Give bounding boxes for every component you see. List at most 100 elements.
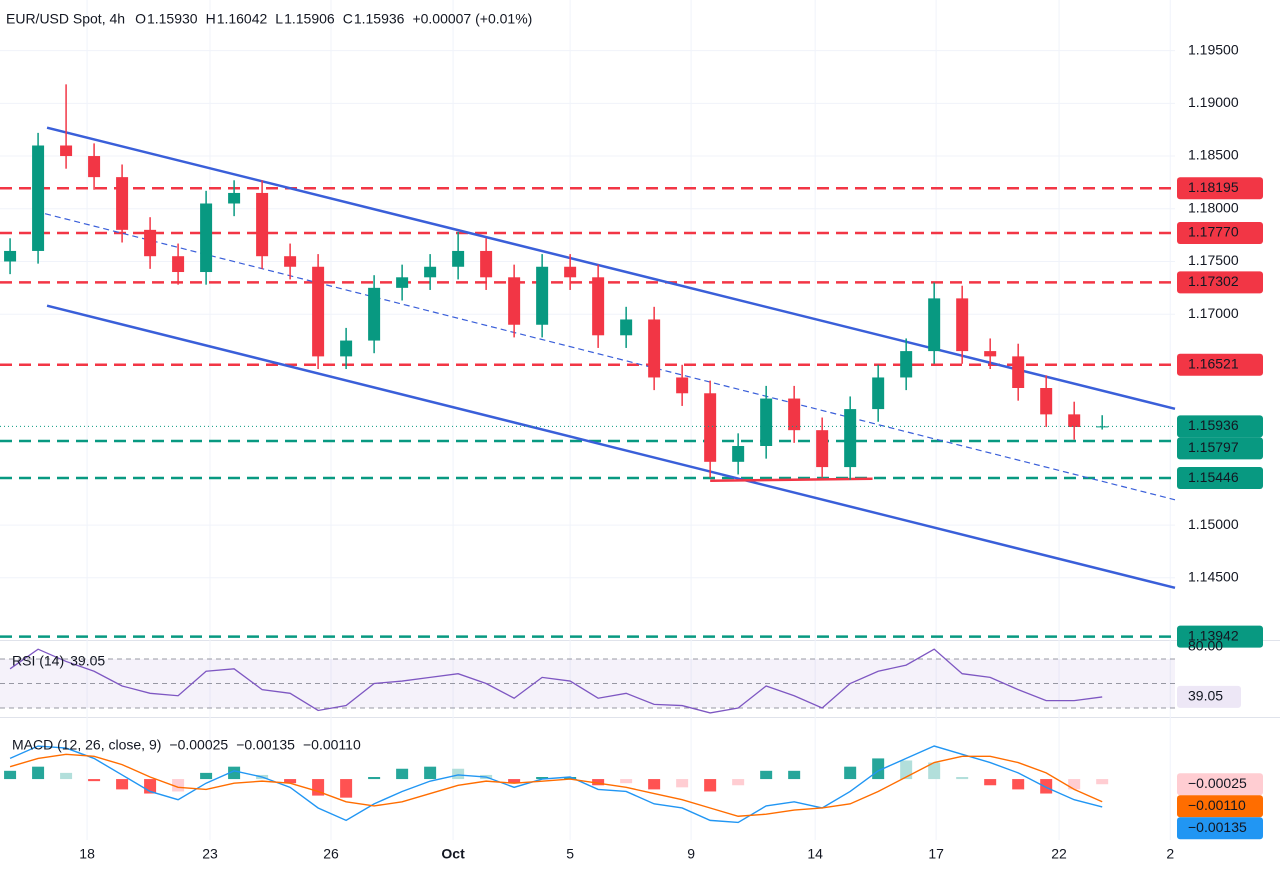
change-label: +0.00007 (+0.01%) [412, 11, 532, 27]
price-label-box [1177, 817, 1263, 840]
y-tick-label: 1.15000 [1188, 516, 1239, 532]
candle-body [172, 256, 185, 273]
x-tick-label: 18 [79, 846, 95, 862]
candle-body [1012, 356, 1025, 389]
trendline [44, 213, 1176, 501]
macd-histogram-bar [508, 779, 521, 784]
price-label-box [1177, 467, 1263, 490]
rsi-line [9, 648, 1103, 714]
price-label: −0.00135 [1188, 819, 1247, 835]
macd-histogram-bar [200, 772, 213, 780]
y-tick-label: 1.17500 [1188, 252, 1239, 268]
macd-histogram-bar [452, 768, 465, 780]
macd-histogram-bar [368, 777, 381, 780]
ohlc-value: 1.15906 [284, 11, 335, 27]
y-tick-label: 80.00 [1188, 637, 1223, 653]
macd-histogram-bar [704, 779, 717, 792]
trendline [46, 304, 1176, 590]
price-label-box [1177, 177, 1263, 200]
rsi-value: 39.05 [70, 653, 105, 669]
macd-histogram-bar [1040, 779, 1053, 794]
candle-body [900, 351, 913, 378]
candle-body [60, 145, 73, 157]
macd-histogram-bar [340, 779, 353, 798]
candle-body [32, 145, 45, 251]
y-tick-label: 1.18500 [1188, 147, 1239, 163]
macd-histogram-bar [900, 760, 913, 780]
candle-body [144, 229, 157, 257]
price-label-box [1177, 222, 1263, 245]
x-tick-label: 9 [687, 846, 695, 862]
macd-histogram-bar [4, 770, 17, 780]
candle-body [704, 393, 717, 462]
chart-title: EUR/USD Spot, 4h [6, 11, 125, 27]
rsi-label-box [1177, 685, 1241, 708]
price-label: 1.17302 [1188, 273, 1239, 289]
price-label: 1.15936 [1188, 417, 1239, 433]
macd-value: −0.00135 [236, 737, 295, 753]
ohlc-key: O [135, 11, 146, 27]
y-tick-label: 1.19000 [1188, 94, 1239, 110]
macd-histogram-bar [284, 779, 297, 784]
macd-histogram-bar [424, 766, 437, 780]
x-tick-label: 22 [1051, 846, 1067, 862]
price-label: 1.18195 [1188, 179, 1239, 195]
candle-body [620, 319, 633, 336]
candle-body [1040, 388, 1053, 415]
macd-value: −0.00025 [169, 737, 228, 753]
ohlc-value: 1.15936 [354, 11, 405, 27]
x-tick-label: 2 [1166, 846, 1174, 862]
price-label-box [1177, 353, 1263, 376]
macd-histogram-bar [928, 762, 941, 780]
rsi-label: 39.05 [1188, 688, 1223, 704]
x-tick-label: 5 [566, 846, 574, 862]
candle-body [396, 277, 409, 288]
macd-histogram-bar [984, 779, 997, 786]
candle-body [424, 266, 437, 278]
macd-histogram-bar [60, 772, 73, 780]
candle-body [536, 266, 549, 325]
macd-line [9, 753, 1103, 817]
macd-histogram-bar [564, 777, 577, 780]
macd-histogram-bar [648, 779, 661, 790]
price-label: 1.13942 [1188, 627, 1239, 643]
ohlc-value: 1.16042 [217, 11, 268, 27]
macd-histogram-bar [844, 766, 857, 780]
macd-histogram-bar [788, 770, 801, 780]
macd-histogram-bar [228, 766, 241, 780]
price-label-box [1177, 773, 1263, 796]
macd-histogram-bar [872, 758, 885, 780]
candle-body [760, 398, 773, 446]
macd-histogram-bar [732, 779, 745, 786]
x-tick-label: 17 [928, 846, 944, 862]
candle-body [508, 277, 521, 325]
price-label-box [1177, 795, 1263, 818]
price-label-box [1177, 625, 1263, 648]
candle-body [928, 298, 941, 352]
price-label-box [1177, 415, 1263, 438]
candle-body [984, 351, 997, 357]
price-label: 1.15446 [1188, 469, 1239, 485]
x-tick-label: 23 [202, 846, 218, 862]
candle-body [1096, 426, 1109, 428]
y-tick-label: 1.17000 [1188, 305, 1239, 321]
price-label: 1.17770 [1188, 224, 1239, 240]
macd-title: MACD (12, 26, close, 9) [12, 737, 161, 753]
macd-histogram-bar [1096, 779, 1109, 785]
price-label: −0.00110 [1188, 797, 1246, 813]
y-tick-label: 1.19500 [1188, 41, 1239, 57]
candle-body [732, 445, 745, 462]
candle-body [284, 256, 297, 267]
price-label: 1.16521 [1188, 355, 1239, 371]
ohlc-key: L [275, 11, 283, 27]
candle-body [452, 250, 465, 267]
macd-histogram-bar [760, 770, 773, 780]
macd-value: −0.00110 [303, 737, 361, 753]
y-tick-label: 1.14500 [1188, 568, 1239, 584]
ohlc-key: H [206, 11, 216, 27]
macd-histogram-bar [312, 779, 325, 796]
macd-line [9, 745, 1103, 824]
